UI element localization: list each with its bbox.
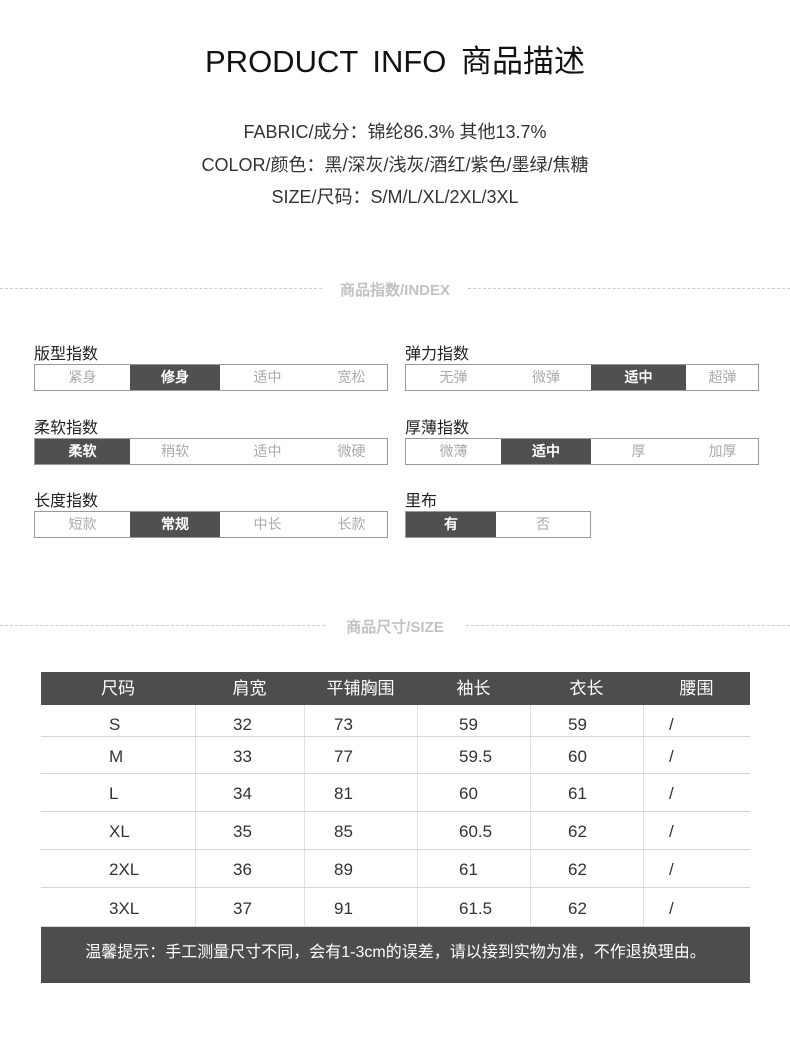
- table-cell: 61.5: [417, 888, 530, 926]
- index-label: 厚薄指数: [405, 420, 470, 437]
- index-group: 厚薄指数微薄 适中 厚 加厚: [405, 414, 759, 465]
- column-header: 腰围: [679, 679, 714, 698]
- index-label: 弹力指数: [405, 346, 470, 363]
- table-cell: L: [109, 784, 119, 803]
- table-cell: 73: [304, 705, 417, 736]
- table-cell: 59: [417, 705, 530, 736]
- table-cell: 32: [195, 705, 304, 736]
- index-section-title: 商品指数/INDEX: [339, 282, 450, 299]
- size-table: 尺码 肩宽 平铺胸围 袖长 衣长 腰围 S 32 73 59 59/M 33 77 59.5 60/L 34…: [41, 672, 750, 927]
- index-scale: 微薄 适中 厚 加厚: [405, 438, 759, 465]
- index-option: 适中: [253, 443, 282, 459]
- index-scale: 无弹 微弹 适中 超弹: [405, 364, 759, 391]
- index-group: 柔软指数柔软 稍软 适中 微硬: [34, 414, 388, 465]
- index-scale: 柔软 稍软 适中 微硬: [34, 438, 388, 465]
- table-cell: 59: [530, 705, 643, 736]
- table-cell: 35: [195, 812, 304, 849]
- index-group: 里布有否: [405, 487, 591, 538]
- table-cell: 89: [304, 850, 417, 887]
- table-cell: 3XL: [109, 899, 140, 918]
- table-cell: 62: [530, 850, 643, 887]
- table-cell: /: [643, 705, 750, 736]
- index-group: 版型指数紧身 修身 适中 宽松: [34, 340, 388, 391]
- table-cell: /: [643, 812, 750, 849]
- index-label: 柔软指数: [34, 420, 99, 437]
- index-option-selected: 常规: [130, 512, 220, 537]
- index-scale: 有否: [405, 511, 591, 538]
- table-cell: S: [109, 715, 121, 734]
- index-group: 弹力指数无弹 微弹 适中 超弹: [405, 340, 759, 391]
- index-option-selected: 柔软: [35, 439, 130, 464]
- measurement-note: 温馨提示：手工测量尺寸不同，会有1-3cm的误差，请以接到实物为准，不作退换理由…: [41, 927, 750, 983]
- index-option: 长款: [337, 516, 366, 532]
- column-header: 平铺胸围: [326, 679, 395, 698]
- index-option: 适中: [253, 369, 282, 385]
- index-label: 版型指数: [34, 346, 99, 363]
- size-section-divider: 商品尺寸/SIZE: [0, 615, 790, 636]
- table-header: 尺码 肩宽 平铺胸围 袖长 衣长 腰围: [41, 672, 750, 705]
- page-title: PRODUCT INFO 商品描述: [205, 44, 585, 79]
- table-cell: /: [643, 850, 750, 887]
- table-row: XL 35 85 60.5 62/: [41, 812, 750, 850]
- fabric-info: FABRIC/成分：锦纶86.3% 其他13.7%: [243, 122, 547, 142]
- index-group: 长度指数短款 常规 中长 长款: [34, 487, 388, 538]
- table-row: 3XL 37 91 61.5 62/: [41, 888, 750, 927]
- table-cell: 91: [304, 888, 417, 926]
- table-cell: 62: [530, 812, 643, 849]
- table-cell: M: [109, 747, 124, 766]
- index-option-selected: 有: [406, 512, 496, 537]
- table-cell: XL: [109, 822, 130, 841]
- column-header: 袖长: [456, 679, 491, 698]
- index-option: 宽松: [337, 369, 366, 385]
- table-cell: /: [643, 888, 750, 926]
- table-cell: 33: [195, 737, 304, 773]
- table-cell: 34: [195, 774, 304, 811]
- table-cell: 61: [417, 850, 530, 887]
- index-scale: 紧身 修身 适中 宽松: [34, 364, 388, 391]
- table-row: M 33 77 59.5 60/: [41, 737, 750, 774]
- index-label: 里布: [405, 493, 438, 510]
- table-cell: 85: [304, 812, 417, 849]
- index-section-divider: 商品指数/INDEX: [0, 278, 790, 299]
- index-option: 微薄: [439, 443, 468, 459]
- table-cell: 62: [530, 888, 643, 926]
- column-header: 肩宽: [232, 679, 267, 698]
- column-header: 衣长: [569, 679, 604, 698]
- index-option: 中长: [253, 516, 282, 532]
- index-option: 微弹: [532, 369, 560, 385]
- index-option: 否: [536, 516, 550, 532]
- table-row: L 34 81 60 61/: [41, 774, 750, 812]
- index-option: 紧身: [68, 369, 97, 385]
- index-label: 长度指数: [34, 493, 99, 510]
- index-option: 稍软: [161, 443, 189, 459]
- table-cell: 59.5: [417, 737, 530, 773]
- table-cell: /: [643, 737, 750, 773]
- table-cell: 77: [304, 737, 417, 773]
- index-option-selected: 修身: [130, 365, 220, 390]
- index-scale: 短款 常规 中长 长款: [34, 511, 388, 538]
- index-option: 超弹: [708, 369, 737, 385]
- column-header: 尺码: [101, 679, 135, 698]
- table-cell: 61: [530, 774, 643, 811]
- index-option: 无弹: [439, 369, 468, 385]
- table-cell: 60: [530, 737, 643, 773]
- table-cell: 60.5: [417, 812, 530, 849]
- table-cell: 2XL: [109, 860, 140, 879]
- table-cell: 60: [417, 774, 530, 811]
- index-option: 厚: [631, 443, 646, 459]
- table-cell: 81: [304, 774, 417, 811]
- index-option-selected: 适中: [591, 365, 686, 390]
- color-info: COLOR/颜色：黑/深灰/浅灰/酒红/紫色/墨绿/焦糖: [201, 155, 589, 175]
- size-section-title: 商品尺寸/SIZE: [346, 619, 444, 636]
- table-row: S 32 73 59 59/: [41, 705, 750, 737]
- table-cell: /: [643, 774, 750, 811]
- index-option-selected: 适中: [501, 439, 591, 464]
- size-info: SIZE/尺码：S/M/L/XL/2XL/3XL: [271, 187, 519, 207]
- table-row: 2XL 36 89 61 62/: [41, 850, 750, 888]
- table-cell: 36: [195, 850, 304, 887]
- table-cell: 37: [195, 888, 304, 926]
- index-option: 加厚: [708, 443, 737, 459]
- index-option: 微硬: [337, 443, 366, 459]
- index-option: 短款: [68, 516, 97, 532]
